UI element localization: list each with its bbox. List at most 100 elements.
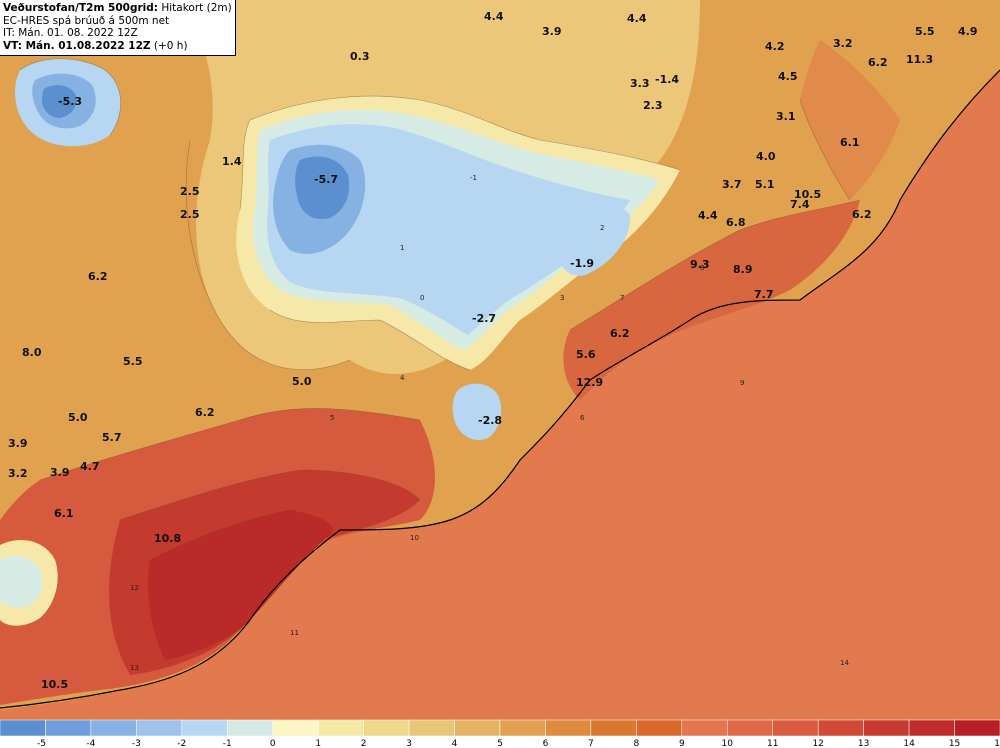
contour-label: 7 [620,294,624,302]
temperature-label: 2.3 [643,99,663,112]
temperature-label: 4.4 [698,209,718,222]
colorbar-tick-label: 9 [679,739,685,748]
temperature-label: -1.4 [655,73,679,86]
contour-label: 2 [600,224,604,232]
contour-label: 3 [560,294,564,302]
temperature-label: 10.8 [154,532,181,545]
temperature-label: 3.3 [630,77,650,90]
colorbar-tick-label: 1 [315,739,321,748]
colorbar-tick-label: 2 [361,739,367,748]
map-title: Veðurstofan/T2m 500grid: [3,2,158,14]
colorbar-tick-label: 14 [903,739,915,748]
colorbar-swatch [681,719,728,737]
contour-label: 12 [130,584,139,592]
colorbar-swatch [363,719,410,737]
colorbar-tick-label: -5 [37,739,46,748]
colorbar-swatch [0,719,46,737]
colorbar-tick-label: -1 [223,739,232,748]
contour-label: 6 [580,414,585,422]
contour-label: 8 [700,264,704,272]
colorbar-swatch [817,719,864,737]
temperature-label: 6.2 [868,56,888,69]
temperature-label: 3.9 [542,25,562,38]
temperature-label: 3.2 [8,467,28,480]
contour-label: 10 [410,534,419,542]
colorbar-tick-label: -3 [132,739,141,748]
temperature-label: 5.1 [755,178,775,191]
colorbar-tick-label: 8 [633,739,639,748]
temperature-label: 6.2 [88,270,108,283]
temperature-label: 6.2 [852,208,872,221]
colorbar-tick-label: 15 [949,739,960,748]
temperature-label: -2.7 [472,312,496,325]
temperature-label: 6.2 [195,406,215,419]
colorbar-swatch [863,719,910,737]
colorbar-swatch [499,719,546,737]
colorbar-tick-label: 16 [994,739,1000,748]
temperature-label: -5.7 [314,173,338,186]
temperature-label: -1.9 [570,257,594,270]
temperature-label: 3.7 [722,178,742,191]
colorbar-swatch [727,719,773,737]
temperature-label: 12.9 [576,376,603,389]
colorbar-tick-label: 4 [452,739,458,748]
colorbar-swatch [227,719,273,737]
temperature-label: -5.3 [58,95,82,108]
temperature-label: 4.5 [778,70,798,83]
temperature-label: 3.2 [833,37,853,50]
contour-label: 1 [400,244,404,252]
isotherm-lines [19,58,861,561]
temperature-label: 5.6 [576,348,596,361]
colorbar-tick-label: 3 [406,739,412,748]
land-field [0,0,1000,710]
contour-label: -1 [470,174,477,182]
temperature-label: 4.2 [765,40,785,53]
temperature-label: 9.3 [690,258,710,271]
colorbar-swatch [772,719,819,737]
colorbar-tick-label: 13 [858,739,869,748]
colorbar-swatch [908,719,955,737]
contour-label: 0 [420,294,424,302]
temperature-label: 6.2 [610,327,630,340]
temperature-label: 3.9 [50,466,70,479]
temperature-label: 10.5 [794,188,821,201]
temperature-label: 5.0 [68,411,88,424]
colorbar-swatch [45,719,92,737]
temperature-label: 4.0 [756,150,776,163]
temperature-label: 0.3 [350,50,370,63]
temperature-label: 7.4 [790,198,810,211]
contour-label: 14 [840,659,849,667]
temperature-label: 7.7 [754,288,774,301]
temperature-label: 5.5 [915,25,935,38]
temperature-label: 11.3 [906,53,933,66]
colorbar: -5-4-3-2-1012345678910111213141516 [0,719,1000,748]
lead-time: (+0 h) [153,39,188,52]
temperature-label: 6.8 [726,216,746,229]
temperature-label: -2.8 [478,414,502,427]
coastline [0,69,1000,709]
temperature-label: 4.7 [80,460,100,473]
colorbar-swatch [954,719,1000,737]
contour-label: 13 [130,664,139,672]
temperature-label: 3.1 [776,110,796,123]
colorbar-swatch [90,719,137,737]
colorbar-swatch [545,719,592,737]
map-subtitle: Hitakort (2m) [161,2,232,14]
contour-label: 4 [400,374,405,382]
temperature-label: 5.0 [292,375,312,388]
model-description: EC-HRES spá brúuð á 500m net [3,14,170,27]
temperature-label: 5.5 [123,355,143,368]
temperature-label: 8.9 [733,263,753,276]
colorbar-tick-label: 11 [767,739,778,748]
colorbar-tick-label: 7 [588,739,594,748]
contour-label: 5 [330,414,334,422]
colorbar-swatch [181,719,228,737]
contour-label: 9 [740,379,744,387]
temperature-labels: -5.3 0.3 4.4 3.9 4.4 4.2 3.2 5.5 4.9 6.2 11.3 3.3 -1… [8,10,978,691]
colorbar-tick-label: 10 [722,739,734,748]
temperature-label: 10.5 [41,678,68,691]
colorbar-swatch [454,719,501,737]
temperature-label: 2.5 [180,208,200,221]
temperature-label: 6.1 [840,136,860,149]
